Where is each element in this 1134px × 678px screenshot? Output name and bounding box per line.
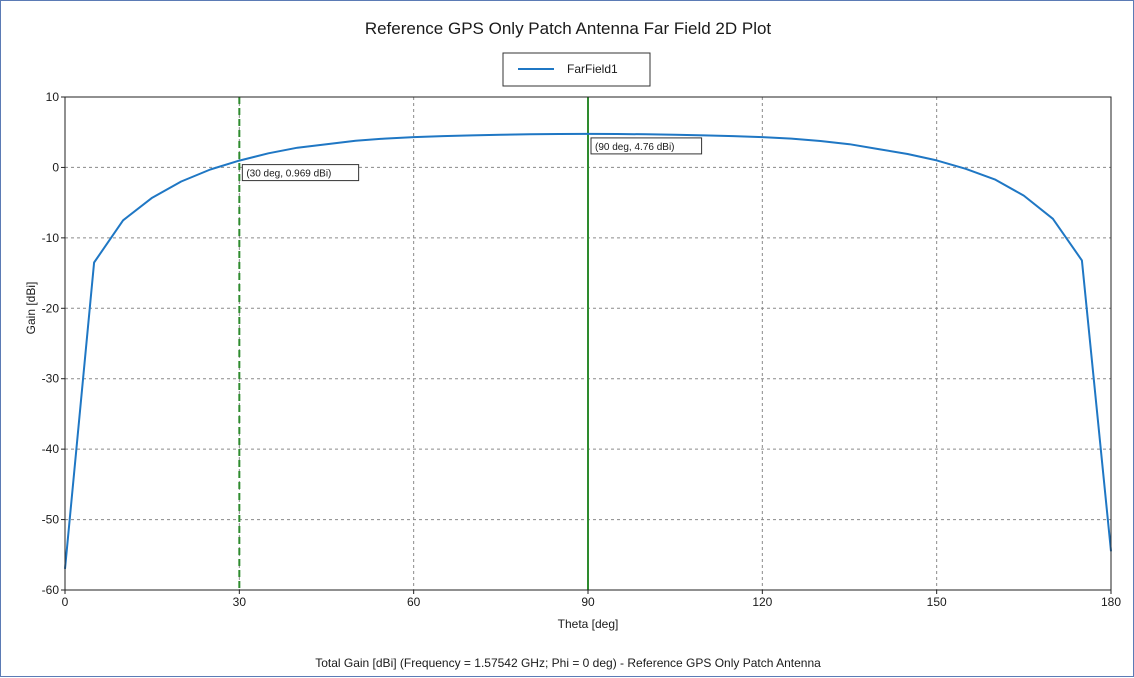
- marker-label-box: [241, 164, 360, 182]
- y-axis-label: Gain [dBi]: [24, 282, 38, 335]
- legend-label: FarField1: [567, 62, 618, 76]
- y-tick-label: 0: [52, 160, 59, 174]
- y-tick-label: -30: [42, 372, 60, 386]
- x-tick-label: 30: [233, 595, 247, 609]
- y-tick-label: -50: [42, 513, 60, 527]
- x-tick-label: 0: [62, 595, 69, 609]
- x-tick-label: 150: [927, 595, 947, 609]
- x-tick-label: 90: [581, 595, 595, 609]
- x-axis-label: Theta [deg]: [558, 617, 619, 631]
- y-ticks: -60 -50 -40 -30 -20 -10 0 10: [42, 90, 65, 597]
- y-tick-label: -10: [42, 231, 60, 245]
- series: [64, 132, 1112, 569]
- chart-title: Reference GPS Only Patch Antenna Far Fie…: [365, 19, 772, 38]
- x-tick-label: 120: [752, 595, 772, 609]
- annotations: (30 deg, 0.969 dBi) (90 deg, 4.76 dBi): [241, 137, 703, 182]
- x-ticks: 0 30 60 90 120 150 180: [62, 590, 1121, 609]
- marker-label: (30 deg, 0.969 dBi): [246, 169, 331, 180]
- y-tick-label: -20: [42, 301, 60, 315]
- y-tick-label: -40: [42, 442, 60, 456]
- x-tick-label: 60: [407, 595, 421, 609]
- y-tick-label: 10: [46, 90, 60, 104]
- chart-caption: Total Gain [dBi] (Frequency = 1.57542 GH…: [315, 656, 821, 670]
- marker-label: (90 deg, 4.76 dBi): [595, 142, 675, 153]
- y-tick-label: -60: [42, 583, 60, 597]
- legend: FarField1: [502, 52, 651, 87]
- markers: [238, 97, 589, 590]
- series-line: [64, 132, 1112, 569]
- plot-area-border: [64, 96, 1112, 591]
- marker-label-box: [590, 137, 703, 155]
- x-tick-label: 180: [1101, 595, 1121, 609]
